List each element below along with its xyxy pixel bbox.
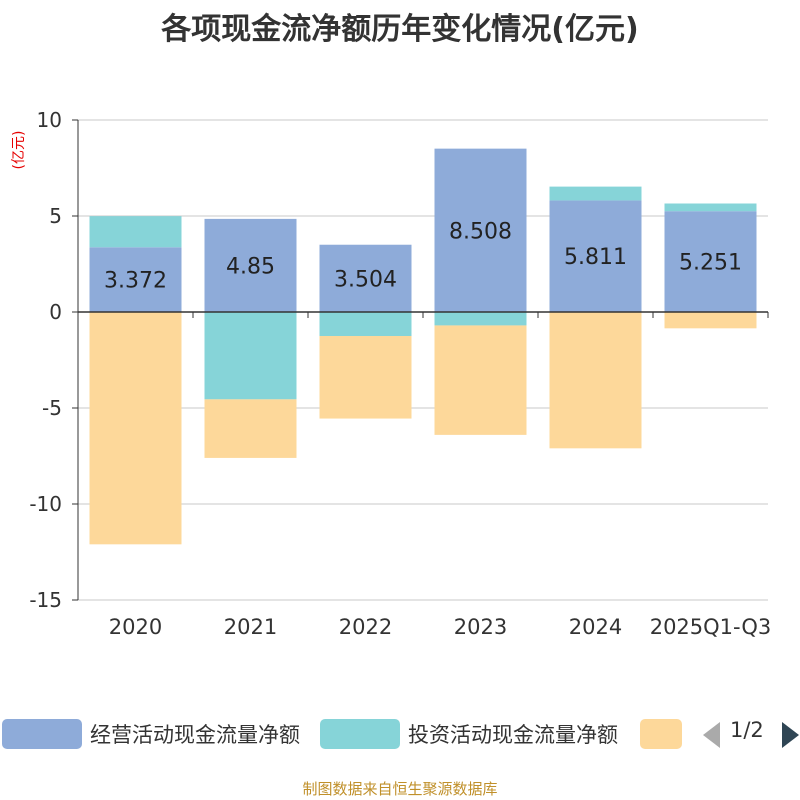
bar-investing-2025Q1-Q3	[664, 203, 757, 212]
bar-financing-2023	[434, 325, 527, 435]
data-label-2020: 3.372	[104, 269, 167, 294]
x-tick-label: 2022	[339, 615, 392, 639]
x-tick-label: 2020	[109, 615, 162, 639]
y-tick-label: 0	[49, 300, 62, 324]
legend-label-operating: 经营活动现金流量净额	[90, 723, 300, 747]
x-tick-label: 2023	[454, 615, 507, 639]
data-label-2021: 4.85	[226, 254, 275, 279]
legend-page-indicator: 1/2	[730, 718, 764, 742]
legend-item-financing[interactable]	[640, 716, 690, 752]
bar-financing-2020	[89, 312, 182, 545]
legend-label-investing: 投资活动现金流量净额	[408, 723, 618, 747]
legend-swatch-operating	[2, 719, 82, 749]
legend-next-page-icon[interactable]	[782, 722, 799, 748]
bar-financing-2021	[204, 399, 297, 458]
bar-operating-2023	[434, 148, 527, 312]
y-tick-label: 5	[49, 204, 62, 228]
bar-investing-2024	[549, 186, 642, 201]
bar-investing-2021	[204, 312, 297, 400]
x-tick-label: 2025Q1-Q3	[650, 615, 772, 639]
data-label-2024: 5.811	[564, 245, 627, 270]
bar-investing-2020	[89, 216, 182, 248]
bar-financing-2024	[549, 312, 642, 449]
legend-swatch-investing	[320, 719, 400, 749]
bar-investing-2023	[434, 312, 527, 326]
legend-swatch-financing	[640, 719, 682, 749]
x-tick-label: 2024	[569, 615, 622, 639]
legend-prev-page-icon[interactable]	[703, 722, 720, 748]
bar-financing-2025Q1-Q3	[664, 312, 757, 329]
chart-title: 各项现金流净额历年变化情况(亿元)	[161, 12, 639, 47]
chart-plot-area: 10 5 0 -5 -10 -15 3.372 2020 4.85 2021 3.504 2022 8.…	[29, 108, 772, 639]
bar-operating-2020	[89, 247, 182, 312]
bar-operating-2024	[549, 200, 642, 312]
y-tick-label: -5	[42, 396, 62, 420]
legend-item-investing[interactable]: 投资活动现金流量净额	[320, 716, 618, 752]
x-tick-label: 2021	[224, 615, 277, 639]
bar-investing-2022	[319, 312, 412, 336]
y-tick-label: -10	[29, 492, 62, 516]
data-label-2023: 8.508	[449, 219, 512, 244]
data-label-2025Q1-Q3: 5.251	[679, 251, 742, 276]
data-source-note: 制图数据来自恒生聚源数据库	[302, 780, 498, 798]
y-tick-label: 10	[37, 108, 62, 132]
legend-item-operating[interactable]: 经营活动现金流量净额	[2, 716, 300, 752]
bar-operating-2025Q1-Q3	[664, 211, 757, 312]
bar-operating-2021	[204, 218, 297, 312]
y-tick-label: -15	[29, 588, 62, 612]
bar-financing-2022	[319, 336, 412, 419]
bar-operating-2022	[319, 244, 412, 312]
data-label-2022: 3.504	[334, 267, 397, 292]
